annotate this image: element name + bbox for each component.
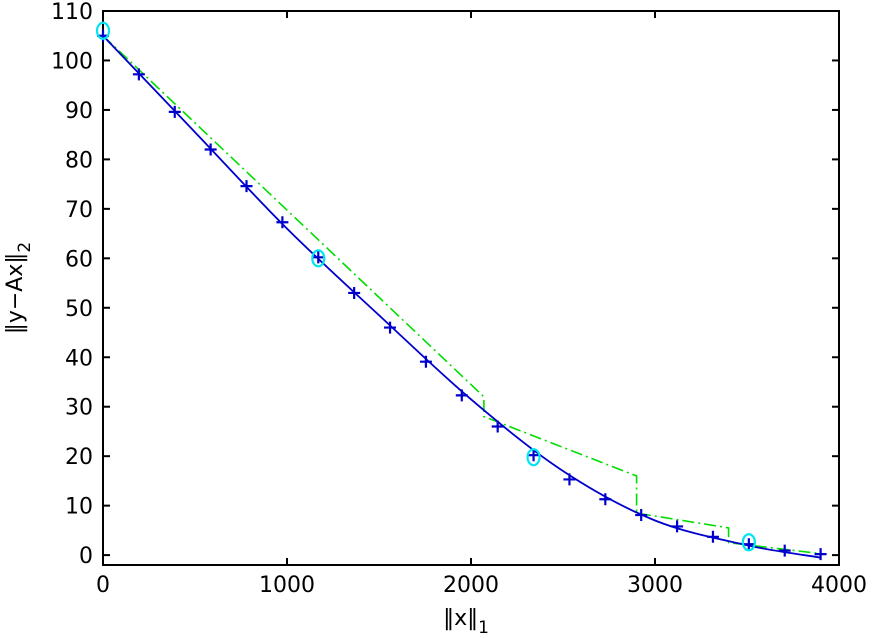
y-axis-label-main: ‖y−Ax‖: [3, 253, 28, 335]
plot-frame-group: [102, 10, 840, 566]
y-tick-label: 80: [65, 148, 93, 173]
plus-marker: [455, 389, 468, 402]
y-tick-label: 50: [65, 297, 93, 322]
x-tick-label: 2000: [443, 573, 499, 598]
approx-path-line: [102, 35, 821, 555]
y-tick-label: 30: [65, 396, 93, 421]
plus-marker: [384, 321, 397, 334]
x-axis-label-sub: 1: [478, 618, 489, 638]
series-layer: [95, 21, 827, 561]
y-tick-label: 0: [79, 544, 93, 569]
plus-marker: [312, 251, 325, 264]
plus-marker: [527, 449, 540, 462]
y-axis-label: ‖y−Ax‖2: [3, 242, 35, 334]
x-tick-label: 4000: [811, 573, 867, 598]
x-axis-label-main: ‖x‖: [443, 606, 478, 631]
plus-marker: [563, 473, 576, 486]
x-tick-label: 0: [96, 573, 110, 598]
y-tick-label: 60: [65, 247, 93, 272]
plus-marker: [240, 180, 253, 193]
plus-marker: [706, 530, 719, 543]
circle-marker: [741, 533, 756, 552]
x-axis-ticks: 0 1000 2000 3000 4000: [96, 11, 867, 598]
plus-marker: [204, 143, 217, 156]
y-tick-label: 20: [65, 445, 93, 470]
plus-marker: [168, 105, 181, 118]
y-tick-label: 70: [65, 198, 93, 223]
plot-frame: [102, 10, 840, 566]
plus-marker: [742, 538, 755, 551]
circle-marker: [95, 21, 111, 40]
plus-marker: [276, 216, 289, 229]
y-axis-ticks: 0 10 20 30 40 50 60 70 80 90 100 110: [51, 0, 839, 569]
plus-marker: [419, 355, 432, 368]
plus-marker: [491, 420, 504, 433]
plus-marker: [132, 68, 145, 81]
plus-marker: [635, 509, 648, 522]
x-tick-label: 1000: [259, 573, 315, 598]
y-tick-label: 40: [65, 346, 93, 371]
circle-marker: [311, 249, 326, 268]
plus-marker: [778, 544, 791, 557]
plus-marker: [814, 548, 827, 561]
circle-marker: [526, 448, 541, 467]
pareto-curve-line: [102, 35, 821, 559]
x-axis-label: ‖x‖1: [443, 606, 489, 638]
y-tick-label: 100: [51, 49, 93, 74]
plus-marker: [348, 286, 361, 299]
y-tick-label: 110: [51, 0, 93, 25]
y-axis-label-sub: 2: [15, 242, 35, 253]
plus-marker: [671, 520, 684, 533]
y-tick-label: 10: [65, 495, 93, 520]
y-tick-label: 90: [65, 99, 93, 124]
x-tick-label: 3000: [627, 573, 683, 598]
plus-marker: [599, 493, 612, 506]
